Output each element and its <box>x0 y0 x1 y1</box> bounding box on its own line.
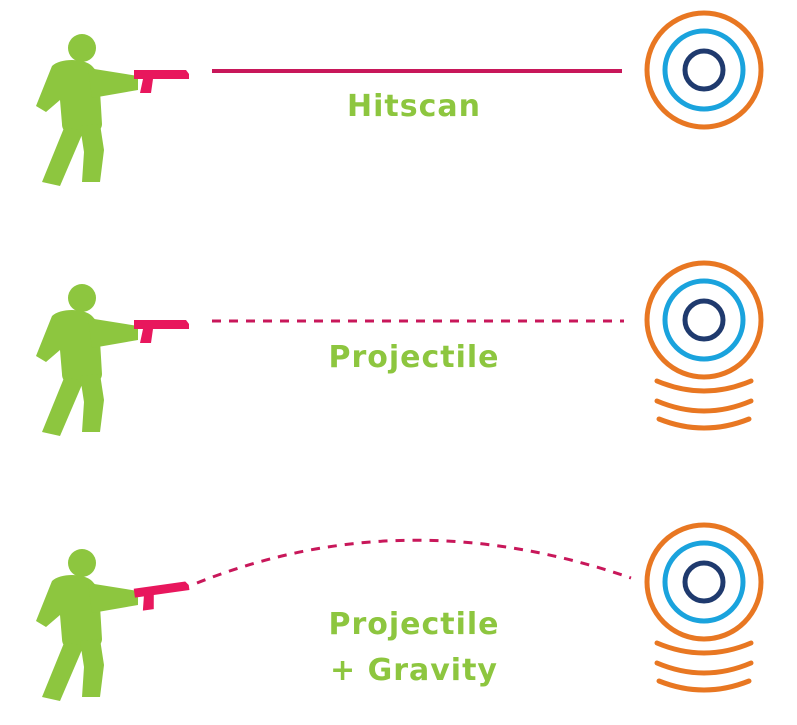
label-line: + Gravity <box>330 653 498 688</box>
pistol-icon <box>134 70 189 93</box>
bullseye-target-icon <box>644 260 764 380</box>
label-hitscan: Hitscan <box>284 84 544 130</box>
row-hitscan <box>36 10 764 186</box>
bullseye-target-icon <box>644 522 764 642</box>
label-projectile: Projectile <box>284 335 544 381</box>
pistol-icon <box>133 581 192 612</box>
shooter-figure <box>36 284 138 436</box>
pistol-icon <box>134 320 189 343</box>
trajectory-dashed-arc <box>196 538 632 585</box>
label-line: Hitscan <box>347 89 481 124</box>
motion-lines-icon <box>654 640 754 693</box>
shooter-figure <box>36 34 138 186</box>
person-aiming-icon <box>36 549 138 701</box>
label-line: Projectile <box>328 607 500 642</box>
label-projectile-gravity: Projectile + Gravity <box>284 602 544 694</box>
row-projectile <box>36 260 764 436</box>
shooter-figure <box>36 549 138 701</box>
person-aiming-icon <box>36 284 138 436</box>
motion-lines-icon <box>654 378 754 431</box>
person-aiming-icon <box>36 34 138 186</box>
bullseye-target-icon <box>644 10 764 130</box>
row-projectile-gravity <box>36 522 764 701</box>
label-line: Projectile <box>328 340 500 375</box>
